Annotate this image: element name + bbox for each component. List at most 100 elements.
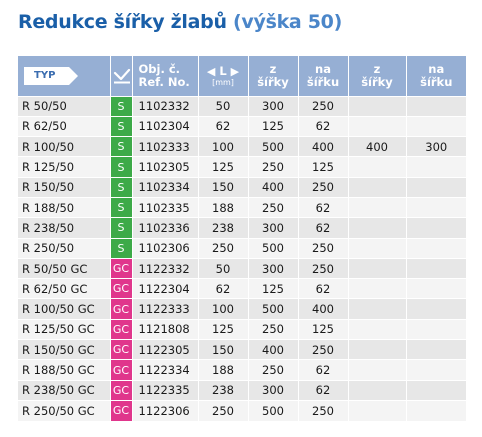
cell-typ: R 238/50 GC <box>18 379 111 401</box>
cell-code: S <box>110 217 133 239</box>
header-na-sirku: na šířku <box>298 56 349 96</box>
cell-typ: R 100/50 <box>18 136 111 157</box>
cell-z-sirky-2 <box>348 257 407 279</box>
cell-z-sirky: 500 <box>248 237 299 259</box>
cell-ref: 1102305 <box>132 156 199 178</box>
header-na-sirku-line1: na <box>315 61 331 76</box>
cell-code: S <box>110 136 133 157</box>
cell-na-sirku-2 <box>406 95 466 117</box>
header-z-sirky-2: z šířky <box>348 56 407 96</box>
cell-z-sirky: 250 <box>248 318 299 340</box>
cell-typ: R 150/50 GC <box>18 339 111 360</box>
cell-na-sirku: 62 <box>298 359 349 381</box>
check-mark-icon <box>113 68 130 84</box>
header-z-sirky-line2: šířky <box>257 74 289 89</box>
cell-na-sirku-2 <box>406 156 466 178</box>
cell-na-sirku: 62 <box>298 379 349 401</box>
cell-na-sirku-2 <box>406 257 466 279</box>
table-row: R 100/50 GC GC 1122333 100 500 400 <box>18 298 466 320</box>
cell-code: GC <box>110 359 133 381</box>
title-main: Redukce šířky žlabů <box>18 11 227 33</box>
cell-code: GC <box>110 379 133 401</box>
table-row: R 250/50 S 1102306 250 500 250 <box>18 237 466 259</box>
table-row: R 238/50 GC GC 1122335 238 300 62 <box>18 379 466 401</box>
reduction-table: TYP Obj. č. Ref. No. ◀ L ▶ [mm] z šířky <box>18 56 466 421</box>
cell-z-sirky: 125 <box>248 278 299 299</box>
header-na-sirku2-line1: na <box>428 61 445 76</box>
cell-na-sirku: 250 <box>298 237 349 259</box>
cell-na-sirku-2 <box>406 217 466 239</box>
cell-length: 238 <box>198 217 249 239</box>
right-arrow-icon: ▶ <box>230 64 240 78</box>
cell-z-sirky: 250 <box>248 156 299 178</box>
cell-na-sirku: 250 <box>298 399 349 421</box>
cell-ref: 1122334 <box>132 359 199 381</box>
cell-code: GC <box>110 298 133 320</box>
table-row: R 150/50 S 1102334 150 400 250 <box>18 176 466 198</box>
cell-z-sirky-2 <box>348 217 407 239</box>
cell-code: S <box>110 115 133 137</box>
cell-typ: R 62/50 <box>18 115 111 137</box>
cell-ref: 1102334 <box>132 176 199 198</box>
cell-z-sirky-2 <box>348 95 407 117</box>
cell-na-sirku: 400 <box>298 136 349 157</box>
cell-na-sirku-2 <box>406 399 466 421</box>
cell-length: 50 <box>198 95 249 117</box>
cell-z-sirky-2: 400 <box>348 136 407 157</box>
cell-z-sirky-2 <box>348 278 407 299</box>
cell-z-sirky: 250 <box>248 359 299 381</box>
table-body: R 50/50 S 1102332 50 300 250 R 62/50 S 1102304 62… <box>18 95 466 421</box>
cell-typ: R 250/50 <box>18 237 111 259</box>
header-z-sirky2-line2: šířky <box>361 74 393 89</box>
cell-na-sirku: 62 <box>298 278 349 299</box>
page-title: Redukce šířky žlabů (výška 50) <box>18 6 342 38</box>
cell-z-sirky-2 <box>348 298 407 320</box>
cell-na-sirku: 125 <box>298 156 349 178</box>
cell-typ: R 150/50 <box>18 176 111 198</box>
cell-typ: R 250/50 GC <box>18 399 111 421</box>
cell-na-sirku-2 <box>406 176 466 198</box>
cell-code: S <box>110 237 133 259</box>
cell-length: 62 <box>198 115 249 137</box>
cell-length: 188 <box>198 359 249 381</box>
cell-na-sirku-2 <box>406 339 466 360</box>
table-row: R 150/50 GC GC 1122305 150 400 250 <box>18 339 466 360</box>
cell-na-sirku: 62 <box>298 196 349 218</box>
cell-na-sirku-2 <box>406 359 466 381</box>
cell-typ: R 100/50 GC <box>18 298 111 320</box>
cell-z-sirky: 500 <box>248 136 299 157</box>
header-objc-line2: Ref. No. <box>138 74 190 89</box>
cell-z-sirky-2 <box>348 115 407 137</box>
cell-length: 62 <box>198 278 249 299</box>
cell-na-sirku-2 <box>406 298 466 320</box>
cell-z-sirky-2 <box>348 359 407 381</box>
cell-z-sirky: 400 <box>248 339 299 360</box>
cell-code: GC <box>110 339 133 360</box>
cell-ref: 1102304 <box>132 115 199 137</box>
table-row: R 250/50 GC GC 1122306 250 500 250 <box>18 399 466 421</box>
cell-z-sirky-2 <box>348 196 407 218</box>
header-check <box>110 56 133 96</box>
header-length: ◀ L ▶ [mm] <box>198 56 249 96</box>
table-row: R 125/50 S 1102305 125 250 125 <box>18 156 466 178</box>
cell-length: 150 <box>198 176 249 198</box>
cell-code: S <box>110 196 133 218</box>
cell-ref: 1122333 <box>132 298 199 320</box>
cell-code: GC <box>110 399 133 421</box>
cell-length: 125 <box>198 156 249 178</box>
cell-typ: R 188/50 <box>18 196 111 218</box>
cell-code: S <box>110 95 133 117</box>
cell-na-sirku: 125 <box>298 318 349 340</box>
cell-na-sirku: 250 <box>298 339 349 360</box>
header-objc: Obj. č. Ref. No. <box>132 56 199 96</box>
table-row: R 238/50 S 1102336 238 300 62 <box>18 217 466 239</box>
table-row: R 188/50 GC GC 1122334 188 250 62 <box>18 359 466 381</box>
cell-length: 100 <box>198 136 249 157</box>
cell-z-sirky: 500 <box>248 298 299 320</box>
title-subtitle: (výška 50) <box>233 11 342 33</box>
cell-code: GC <box>110 318 133 340</box>
cell-z-sirky-2 <box>348 176 407 198</box>
cell-na-sirku-2: 300 <box>406 136 466 157</box>
header-typ: TYP <box>18 56 111 96</box>
header-z-sirky: z šířky <box>248 56 299 96</box>
